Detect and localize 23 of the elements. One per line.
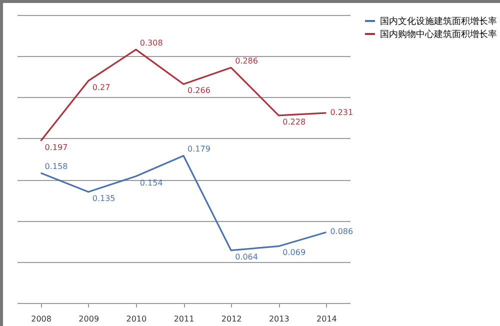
legend-label: 国内购物中心建筑面积增长率 bbox=[380, 29, 497, 40]
x-tick-label: 2011 bbox=[174, 314, 194, 324]
x-tick-label: 2012 bbox=[221, 314, 242, 324]
data-label: 0.158 bbox=[44, 162, 68, 171]
x-tick-label: 2008 bbox=[31, 314, 52, 324]
x-tick-label: 2013 bbox=[268, 314, 290, 324]
data-label: 0.154 bbox=[140, 178, 163, 188]
data-label: 0.069 bbox=[282, 248, 306, 258]
data-label: 0.086 bbox=[330, 227, 354, 236]
data-label: 0.266 bbox=[188, 86, 210, 96]
data-label: 0.308 bbox=[140, 38, 163, 48]
data-label: 0.135 bbox=[92, 194, 116, 203]
x-tick-label: 2009 bbox=[78, 314, 100, 324]
x-tick-label: 2010 bbox=[126, 314, 147, 324]
data-label: 0.064 bbox=[235, 252, 258, 262]
legend-label: 国内文化设施建筑面积增长率 bbox=[380, 16, 497, 27]
data-label: 0.197 bbox=[44, 142, 68, 152]
data-label: 0.27 bbox=[92, 82, 110, 92]
data-label: 0.179 bbox=[188, 144, 210, 154]
data-label: 0.228 bbox=[282, 117, 306, 126]
x-tick-label: 2014 bbox=[316, 314, 337, 324]
data-label: 0.286 bbox=[235, 56, 258, 66]
data-label: 0.231 bbox=[330, 108, 354, 117]
